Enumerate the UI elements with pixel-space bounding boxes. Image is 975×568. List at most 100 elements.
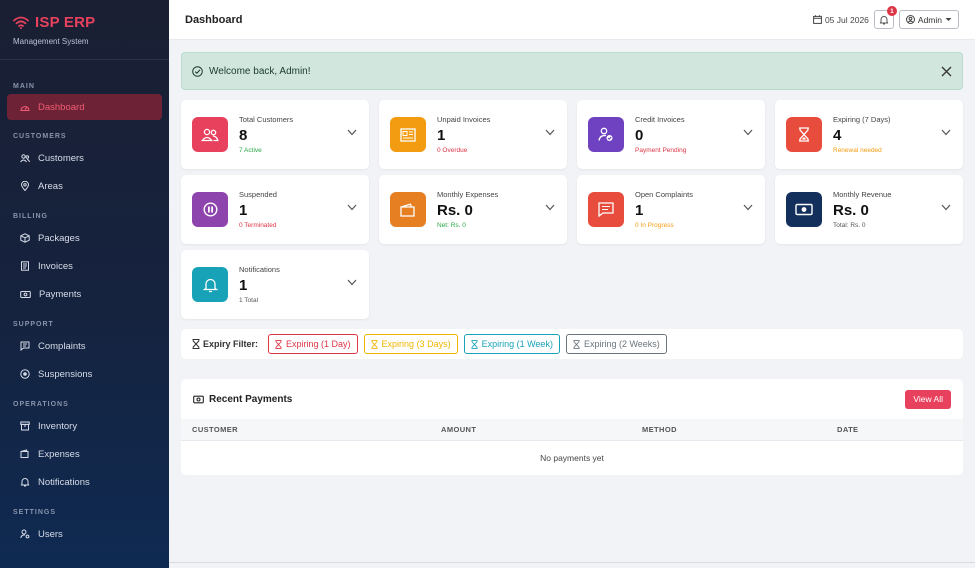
- wifi-icon: [13, 16, 29, 29]
- user-menu-button[interactable]: Admin: [898, 10, 959, 29]
- expiry-filter-text: Expiry Filter:: [203, 339, 259, 349]
- stat-label: Credit Invoices: [635, 115, 685, 124]
- stat-label: Unpaid Invoices: [437, 115, 491, 124]
- check-circle-icon: [192, 65, 203, 77]
- stat-label: Monthly Expenses: [437, 190, 499, 199]
- filter-expiring-2-weeks[interactable]: Expiring (2 Weeks): [565, 334, 667, 354]
- chevron-down-icon[interactable]: [941, 204, 951, 211]
- stat-sub: 0 In Progress: [635, 222, 674, 229]
- nav-section-customers: CUSTOMERS: [13, 133, 67, 140]
- caret-down-icon: [945, 18, 952, 21]
- filter-expiring-1-day[interactable]: Expiring (1 Day): [268, 334, 358, 354]
- chat-icon: [20, 341, 30, 351]
- stat-icon-box: [192, 267, 228, 302]
- stat-icon-box: [588, 117, 624, 152]
- column-header-method[interactable]: METHOD: [642, 425, 677, 434]
- stat-icon-box: [192, 192, 228, 227]
- sidebar-item-label: Payments: [39, 288, 82, 300]
- archive-icon: [20, 421, 30, 431]
- user-gear-icon: [20, 529, 30, 539]
- stat-sub: 7 Active: [239, 147, 262, 154]
- wallet-icon: [400, 202, 415, 217]
- stat-card-expiring[interactable]: Expiring (7 Days) 4 Renewal needed: [775, 100, 963, 169]
- stop-circle-icon: [20, 369, 30, 379]
- brand: ISP ERP Management System: [0, 0, 169, 60]
- stat-card-total-customers[interactable]: Total Customers 8 7 Active: [181, 100, 369, 169]
- stat-sub: 1 Total: [239, 297, 259, 304]
- notification-count-badge: 1: [886, 6, 897, 16]
- close-icon[interactable]: [941, 66, 952, 77]
- stat-icon-box: [390, 117, 426, 152]
- filter-button-label: Expiring (2 Weeks): [583, 339, 660, 349]
- box-icon: [20, 233, 30, 243]
- stat-label: Total Customers: [239, 115, 294, 124]
- sidebar-item-label: Notifications: [38, 476, 90, 488]
- sidebar-item-notifications[interactable]: Notifications: [0, 468, 169, 496]
- sidebar-item-complaints[interactable]: Complaints: [0, 332, 169, 360]
- recent-payments-card: Recent Payments View All CUSTOMER AMOUNT…: [181, 379, 963, 475]
- user-name: Admin: [917, 14, 942, 25]
- stat-value: 1: [635, 202, 644, 219]
- chevron-down-icon[interactable]: [545, 129, 555, 136]
- notifications-button[interactable]: 1: [873, 6, 897, 29]
- topbar: Dashboard 05 Jul 2026 1 Admin: [169, 0, 975, 40]
- sidebar-item-areas[interactable]: Areas: [0, 172, 169, 200]
- sidebar-item-label: Dashboard: [38, 101, 85, 113]
- sidebar-item-inventory[interactable]: Inventory: [0, 412, 169, 440]
- stat-card-open-complaints[interactable]: Open Complaints 1 0 In Progress: [577, 175, 765, 244]
- empty-state-message: No payments yet: [540, 453, 604, 463]
- chevron-down-icon[interactable]: [347, 204, 357, 211]
- stat-icon-box: [786, 117, 822, 152]
- sidebar-item-expenses[interactable]: Expenses: [0, 440, 169, 468]
- column-header-date[interactable]: DATE: [837, 425, 859, 434]
- filter-expiring-1-week[interactable]: Expiring (1 Week): [463, 334, 560, 354]
- stat-card-credit-invoices[interactable]: Credit Invoices 0 Payment Pending: [577, 100, 765, 169]
- stat-card-notifications[interactable]: Notifications 1 1 Total: [181, 250, 369, 319]
- stat-value: 1: [239, 277, 248, 294]
- sidebar-item-payments[interactable]: Payments: [0, 280, 169, 308]
- filter-expiring-3-days[interactable]: Expiring (3 Days): [363, 334, 458, 354]
- receipt-icon: [21, 261, 29, 271]
- nav-section-settings: SETTINGS: [13, 509, 57, 516]
- sidebar-item-invoices[interactable]: Invoices: [0, 252, 169, 280]
- chevron-down-icon[interactable]: [545, 204, 555, 211]
- users-icon: [201, 128, 219, 141]
- date-display: 05 Jul 2026: [813, 15, 869, 25]
- view-all-button[interactable]: View All: [905, 389, 951, 409]
- stat-card-suspended[interactable]: Suspended 1 0 Terminated: [181, 175, 369, 244]
- column-header-amount[interactable]: AMOUNT: [441, 425, 477, 434]
- sidebar-item-packages[interactable]: Packages: [0, 224, 169, 252]
- stat-value: 8: [239, 127, 248, 144]
- sidebar-item-label: Users: [38, 528, 63, 540]
- chevron-down-icon[interactable]: [743, 129, 753, 136]
- sidebar-item-customers[interactable]: Customers: [0, 144, 169, 172]
- table-header: CUSTOMER AMOUNT METHOD DATE: [181, 419, 963, 441]
- chevron-down-icon[interactable]: [347, 129, 357, 136]
- sidebar-item-users[interactable]: Users: [0, 520, 169, 548]
- sidebar-item-dashboard[interactable]: Dashboard: [7, 94, 162, 120]
- stat-sub: 0 Overdue: [437, 147, 468, 154]
- sidebar-item-label: Complaints: [38, 340, 86, 352]
- chat-icon: [598, 202, 614, 217]
- sidebar-item-label: Expenses: [38, 448, 80, 460]
- stat-card-monthly-revenue[interactable]: Monthly Revenue Rs. 0 Total: Rs. 0: [775, 175, 963, 244]
- stat-value: Rs. 0: [437, 202, 473, 219]
- date-text: 05 Jul 2026: [824, 14, 869, 25]
- stat-sub: 0 Terminated: [239, 222, 277, 229]
- stat-value: Rs. 0: [833, 202, 869, 219]
- stat-icon-box: [390, 192, 426, 227]
- sidebar-item-suspensions[interactable]: Suspensions: [0, 360, 169, 388]
- chevron-down-icon[interactable]: [347, 279, 357, 286]
- chevron-down-icon[interactable]: [941, 129, 951, 136]
- column-header-customer[interactable]: CUSTOMER: [192, 425, 238, 434]
- welcome-alert: Welcome back, Admin!: [181, 52, 963, 90]
- user-check-icon: [598, 127, 613, 141]
- chevron-down-icon[interactable]: [743, 204, 753, 211]
- sidebar-item-label: Inventory: [38, 420, 78, 432]
- nav-section-main: MAIN: [13, 83, 35, 90]
- stat-label: Monthly Revenue: [833, 190, 892, 199]
- hourglass-icon: [275, 339, 282, 349]
- stat-card-monthly-expenses[interactable]: Monthly Expenses Rs. 0 Net: Rs. 0: [379, 175, 567, 244]
- stat-card-unpaid-invoices[interactable]: Unpaid Invoices 1 0 Overdue: [379, 100, 567, 169]
- users-icon: [20, 153, 30, 162]
